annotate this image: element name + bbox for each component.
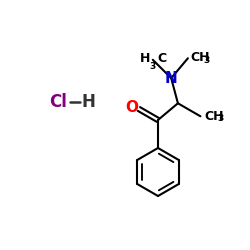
- Text: H: H: [81, 93, 95, 111]
- Text: CH: CH: [204, 110, 224, 123]
- Text: 3: 3: [150, 62, 156, 71]
- Text: Cl: Cl: [49, 93, 67, 111]
- Text: N: N: [165, 71, 177, 86]
- Text: C: C: [158, 52, 167, 65]
- Text: O: O: [125, 100, 138, 115]
- Text: H: H: [140, 52, 150, 65]
- Text: 3: 3: [218, 114, 224, 123]
- Text: 3: 3: [203, 56, 209, 65]
- Text: CH: CH: [190, 51, 210, 64]
